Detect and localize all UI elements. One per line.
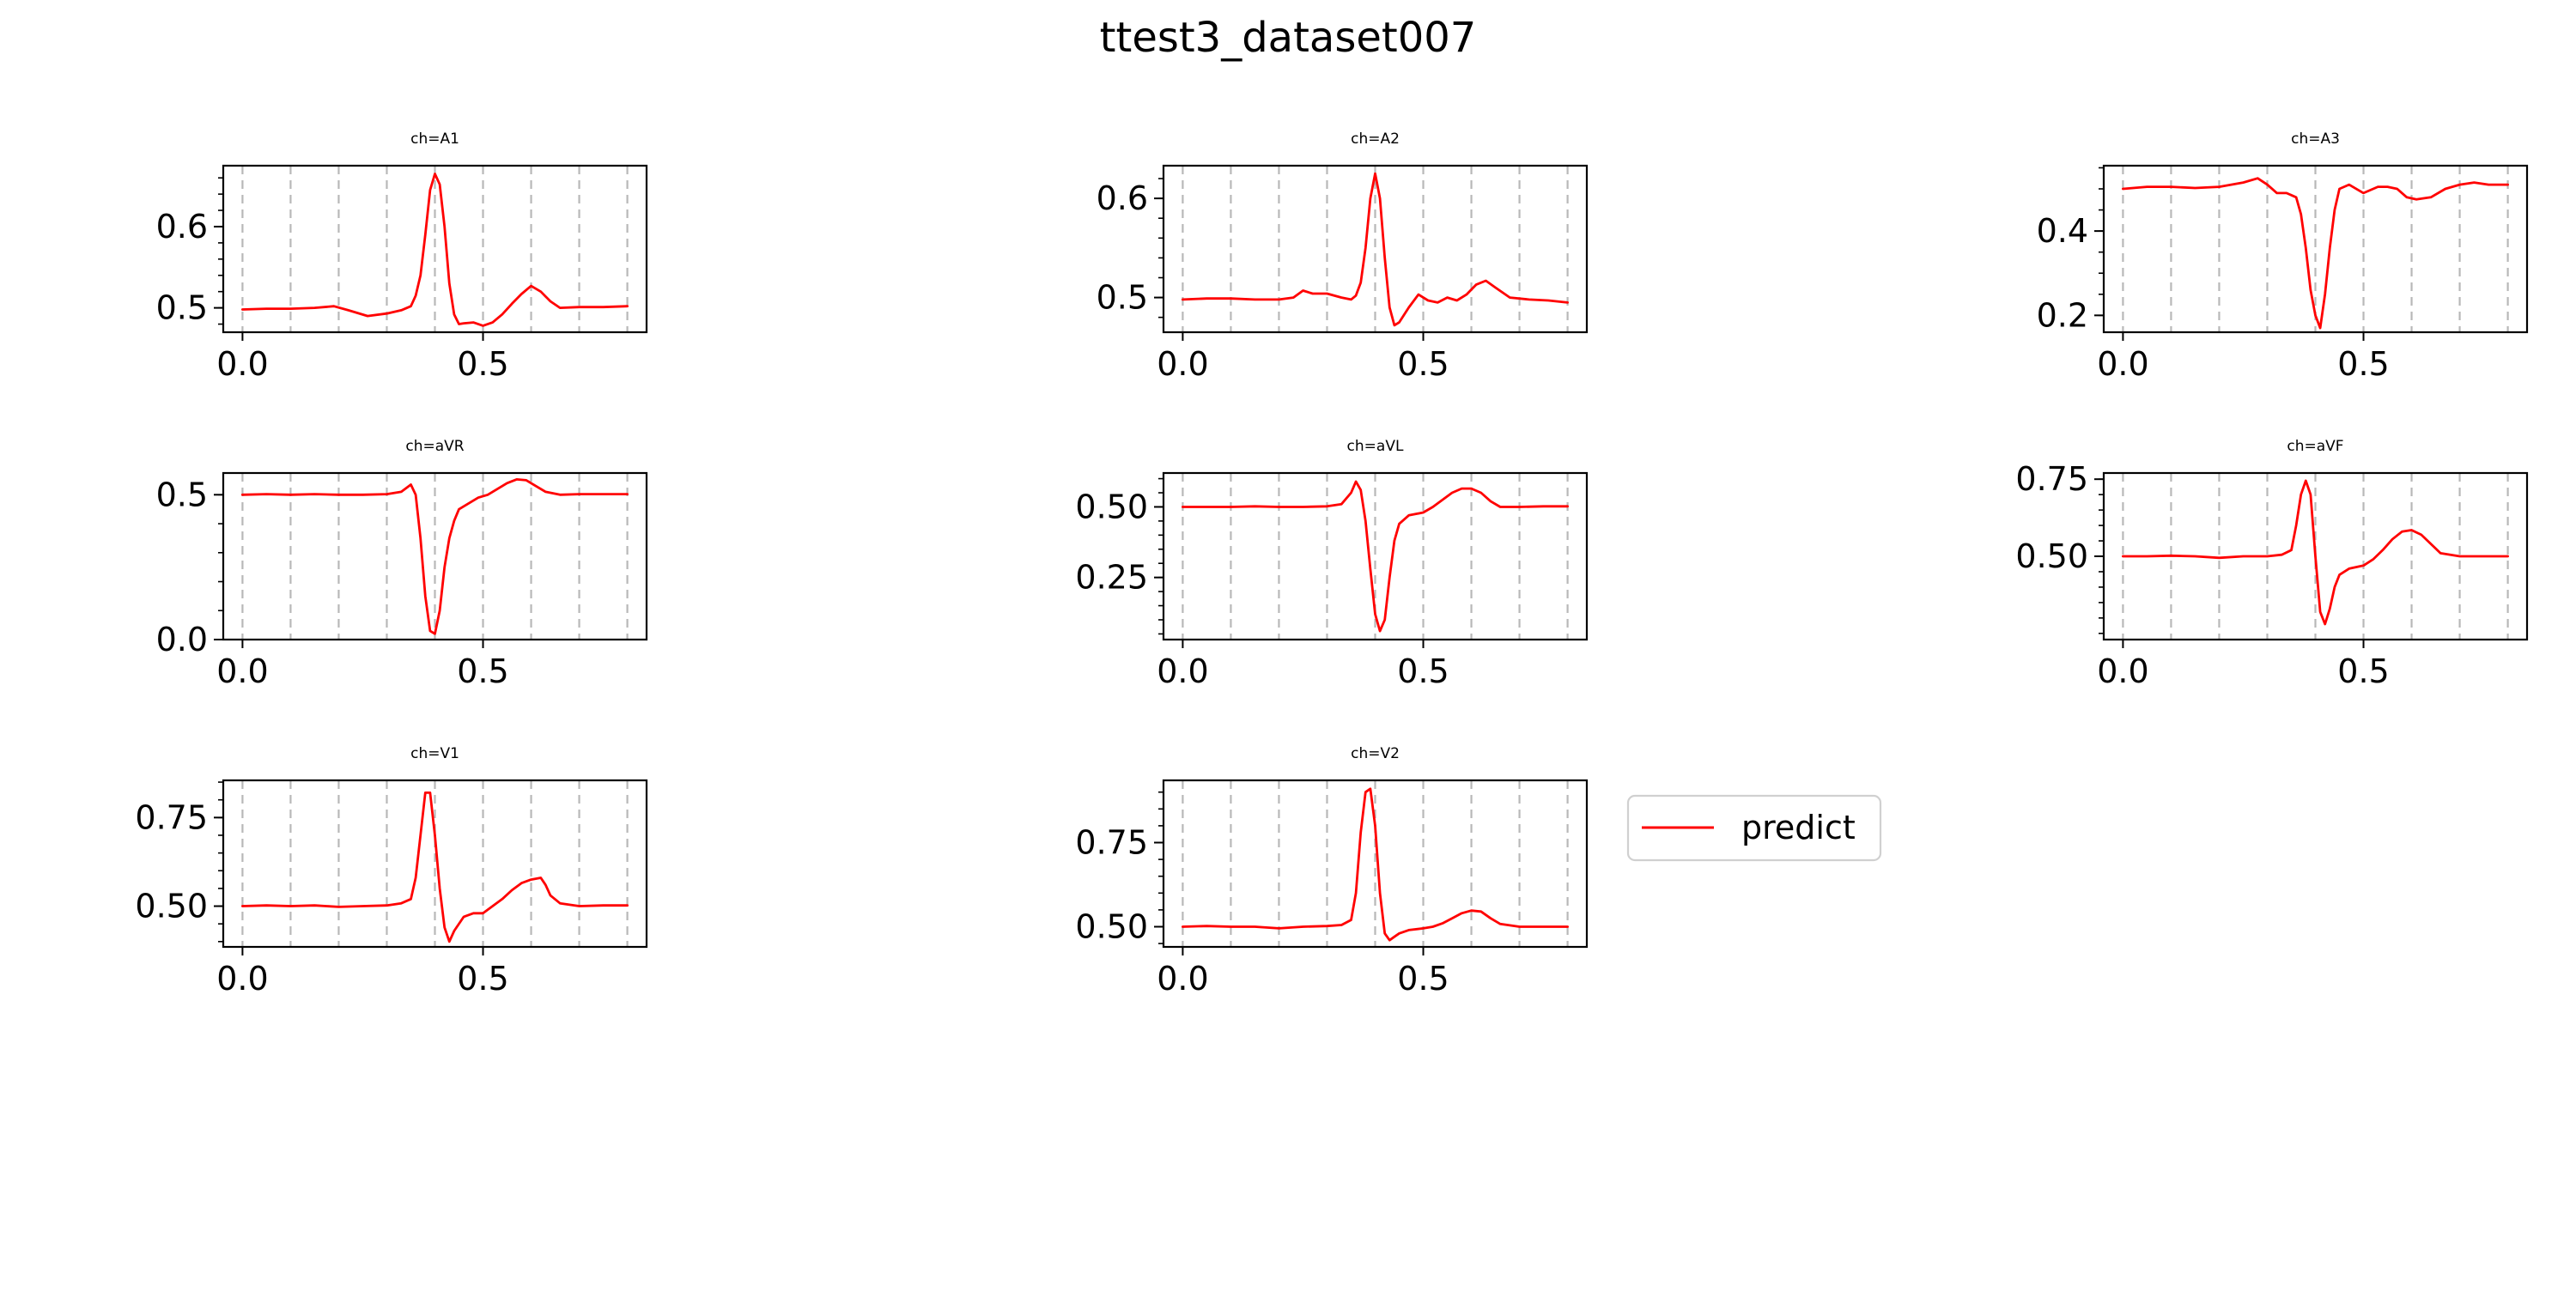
x-tick-label: 0.0: [216, 652, 268, 690]
x-tick-label: 0.5: [2337, 345, 2389, 383]
subplot-ch-v2: 0.0 0.5 0.50 0.75 ch=V2: [1075, 745, 1589, 998]
subplot-title: ch=V1: [410, 745, 459, 762]
subplot-ch-avf: 0.0 0.5 0.50 0.75 ch=aVF: [2015, 438, 2529, 690]
subplot-ch-v1: 0.0 0.5 0.50 0.75 ch=V1: [135, 745, 648, 998]
legend: predict: [1626, 794, 1882, 862]
x-tick-label: 0.0: [1157, 960, 1208, 998]
y-tick-label: 0.75: [1075, 824, 1148, 862]
x-tick-label: 0.5: [457, 960, 508, 998]
series-line-predict: [1182, 787, 1569, 942]
series-line-predict: [241, 792, 629, 943]
x-tick-label: 0.5: [457, 652, 508, 690]
axes-frame: [1162, 779, 1589, 949]
subplot-title: ch=A1: [410, 130, 459, 148]
x-tick-label: 0.5: [457, 345, 508, 383]
y-tick-label: 0.4: [2037, 212, 2088, 250]
y-tick-label: 0.75: [135, 798, 208, 836]
legend-label: predict: [1741, 809, 1856, 846]
series-line-predict: [1182, 172, 1569, 327]
x-tick-label: 0.0: [216, 345, 268, 383]
x-tick-label: 0.5: [1397, 652, 1449, 690]
subplot-title: ch=A2: [1351, 130, 1400, 148]
y-tick-label: 0.5: [156, 289, 208, 327]
x-tick-label: 0.0: [216, 960, 268, 998]
y-tick-label: 0.50: [2015, 537, 2088, 575]
y-tick-label: 0.6: [1097, 179, 1148, 217]
subplot-title: ch=A3: [2291, 130, 2340, 148]
subplot-ch-avl: 0.0 0.5 0.25 0.50 ch=aVL: [1075, 438, 1589, 690]
axes-frame: [222, 779, 648, 949]
axes-frame: [2102, 164, 2529, 334]
y-tick-label: 0.2: [2037, 296, 2088, 334]
x-tick-label: 0.0: [2097, 652, 2148, 690]
x-tick-label: 0.0: [1157, 652, 1208, 690]
series-line-predict: [2122, 479, 2509, 626]
y-tick-label: 0.50: [135, 888, 208, 925]
axes-frame: [1162, 164, 1589, 334]
subplot-title: ch=aVR: [405, 438, 464, 455]
axes-frame: [1162, 471, 1589, 641]
y-tick-label: 0.6: [156, 208, 208, 246]
y-tick-label: 0.25: [1075, 559, 1148, 597]
x-tick-label: 0.5: [1397, 345, 1449, 383]
subplot-title: ch=V2: [1351, 745, 1400, 762]
y-tick-label: 0.50: [1075, 907, 1148, 945]
y-tick-label: 0.75: [2015, 460, 2088, 498]
series-line-predict: [2122, 177, 2509, 330]
y-tick-label: 0.5: [156, 476, 208, 513]
y-tick-label: 0.5: [1097, 279, 1148, 317]
subplot-ch-a1: 0.0 0.50.50.6ch=A1: [156, 130, 648, 383]
subplot-title: ch=aVF: [2287, 438, 2343, 455]
subplot-ch-a3: 0.0 0.5 0.2 0.4 ch=A3: [2037, 130, 2529, 383]
y-tick-label: 0.0: [156, 621, 208, 658]
series-line-predict: [241, 478, 629, 635]
x-tick-label: 0.5: [2337, 652, 2389, 690]
legend-box: [1626, 794, 1882, 862]
axes-frame: [222, 471, 648, 641]
axes-frame: [222, 164, 648, 334]
subplot-title: ch=aVL: [1347, 438, 1404, 455]
subplot-ch-avr: 0.0 0.5 0.0 0.5 ch=aVR: [156, 438, 648, 690]
figure-title: ttest3_dataset007: [1099, 14, 1477, 62]
series-line-predict: [241, 173, 629, 327]
y-tick-label: 0.50: [1075, 488, 1148, 525]
series-line-predict: [1182, 480, 1569, 633]
subplot-ch-a2: 0.0 0.50.50.6ch=A2: [1097, 130, 1589, 383]
x-tick-label: 0.0: [2097, 345, 2148, 383]
x-tick-label: 0.0: [1157, 345, 1208, 383]
x-tick-label: 0.5: [1397, 960, 1449, 998]
